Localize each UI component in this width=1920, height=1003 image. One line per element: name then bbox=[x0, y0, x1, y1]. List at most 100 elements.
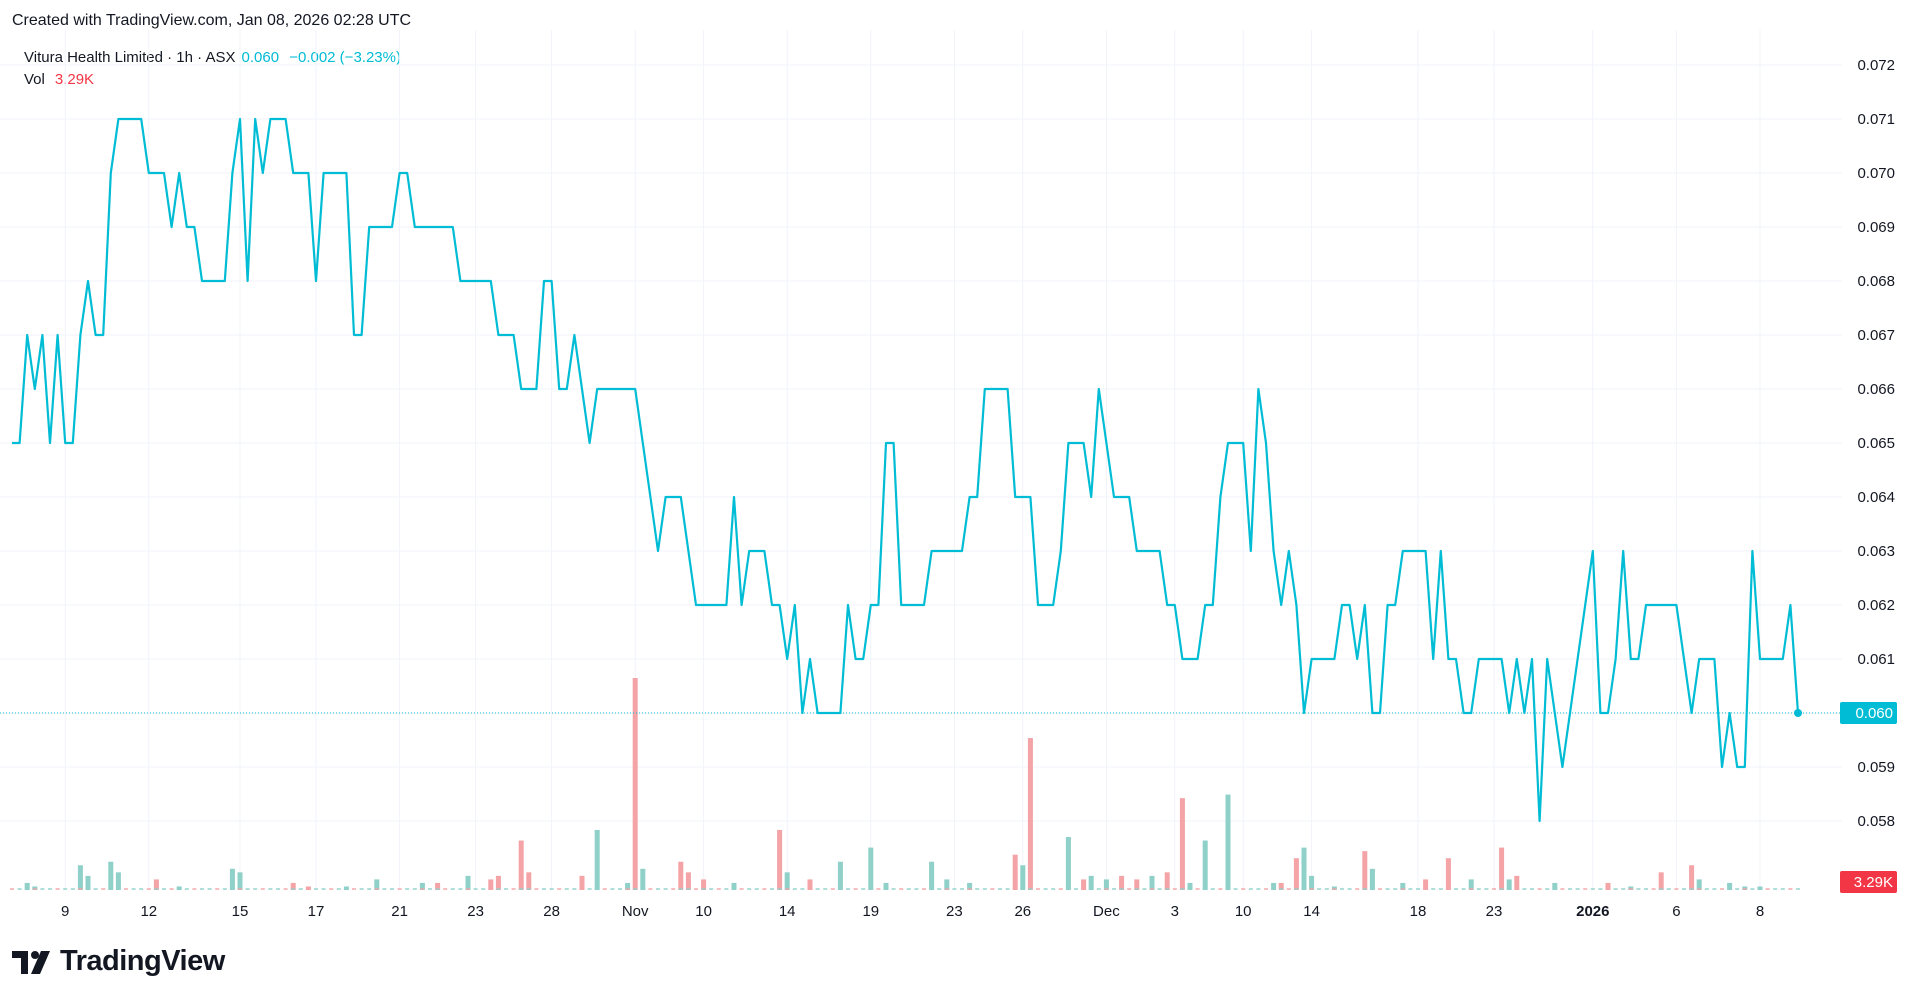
volume-bar-min bbox=[777, 888, 782, 890]
volume-bar-down bbox=[1445, 858, 1451, 890]
volume-bar-min bbox=[815, 888, 820, 890]
volume-bar-min bbox=[1332, 888, 1337, 890]
tradingview-brand[interactable]: TradingView bbox=[12, 945, 225, 978]
volume-bar-min bbox=[595, 888, 600, 890]
volume-bar-min bbox=[154, 888, 159, 890]
volume-bar-min bbox=[1750, 888, 1755, 890]
volume-bar-min bbox=[633, 888, 638, 890]
volume-value: 3.29K bbox=[54, 71, 95, 88]
volume-bar-min bbox=[640, 888, 645, 890]
volume-bar-min bbox=[1796, 888, 1800, 890]
volume-bar-up bbox=[1552, 882, 1558, 890]
volume-bar-min bbox=[891, 888, 896, 890]
volume-bar-min bbox=[906, 888, 911, 890]
volume-bar-down bbox=[495, 875, 501, 890]
volume-bar-min bbox=[724, 888, 729, 890]
volume-bar-min bbox=[830, 888, 835, 890]
volume-bar-up bbox=[229, 868, 235, 890]
volume-bar-up bbox=[374, 879, 380, 890]
volume-bar-up bbox=[419, 882, 425, 890]
volume-bar-up bbox=[1202, 840, 1208, 890]
volume-bar-min bbox=[1020, 888, 1025, 890]
price-chart[interactable]: 0.072 0.071 0.070 0.069 0.068 0.067 0.066 0.065… bbox=[0, 0, 1920, 940]
volume-bar-min bbox=[1324, 888, 1329, 890]
volume-bar-down bbox=[1499, 847, 1505, 890]
volume-bar-min bbox=[1210, 888, 1215, 890]
volume-bar-up bbox=[1065, 837, 1071, 890]
volume-bar-min bbox=[1294, 888, 1299, 890]
volume-bar-min bbox=[397, 888, 402, 890]
volume-bar-min bbox=[1203, 888, 1208, 890]
x-axis-tick-label: 14 bbox=[1303, 903, 1320, 920]
volume-bar-min bbox=[344, 888, 349, 890]
volume-bar-down bbox=[1164, 872, 1170, 890]
volume-bar-min bbox=[1119, 888, 1124, 890]
created-with-header: Created with TradingView.com, Jan 08, 20… bbox=[12, 12, 412, 29]
volume-bar-min bbox=[101, 888, 106, 890]
volume-bar-min bbox=[1089, 888, 1094, 890]
volume-bar-min bbox=[1226, 888, 1230, 890]
volume-bar-min bbox=[200, 888, 204, 890]
volume-bar-min bbox=[1742, 888, 1747, 890]
last-volume-badge bbox=[1840, 871, 1897, 893]
volume-bar-min bbox=[298, 888, 303, 890]
volume-bar-up bbox=[1400, 882, 1406, 890]
volume-bar-min bbox=[663, 888, 668, 890]
volume-bar-min bbox=[10, 888, 14, 890]
volume-bar-down bbox=[435, 882, 441, 890]
volume-bar-up bbox=[85, 875, 91, 890]
volume-bar-up bbox=[1301, 847, 1307, 890]
volume-bar-min bbox=[1013, 888, 1018, 890]
volume-bar-min bbox=[1499, 888, 1504, 890]
volume-bar-min bbox=[1735, 888, 1740, 890]
volume-bar-min bbox=[1096, 888, 1101, 890]
volume-bar-min bbox=[519, 888, 524, 890]
volume-bar-min bbox=[876, 888, 881, 890]
volume-bar-min bbox=[1127, 888, 1132, 890]
volume-bar-min bbox=[1727, 888, 1732, 890]
x-axis-tick-label: Nov bbox=[622, 903, 649, 920]
volume-bar-min bbox=[572, 888, 577, 890]
volume-bar-down bbox=[1081, 879, 1087, 890]
volume-bar-min bbox=[747, 888, 752, 890]
y-axis-tick-label: 0.061 bbox=[1857, 651, 1895, 668]
volume-bar-min bbox=[754, 888, 759, 890]
x-axis-tick-label: 23 bbox=[946, 903, 963, 920]
volume-bar-min bbox=[458, 888, 463, 890]
volume-bar-min bbox=[1309, 888, 1314, 890]
y-axis-tick-label: 0.058 bbox=[1857, 813, 1895, 830]
volume-bar-min bbox=[853, 888, 858, 890]
volume-bar-min bbox=[367, 888, 372, 890]
volume-bar-min bbox=[1385, 888, 1390, 890]
volume-bar-min bbox=[922, 888, 926, 890]
volume-bar-min bbox=[25, 888, 30, 890]
volume-bar-min bbox=[420, 888, 425, 890]
volume-bar-min bbox=[1522, 888, 1527, 890]
volume-bar-min bbox=[1074, 888, 1078, 890]
volume-bar-up bbox=[465, 875, 471, 890]
volume-bar-min bbox=[1765, 888, 1770, 890]
x-axis-tick-label: 17 bbox=[308, 903, 325, 920]
volume-bar-min bbox=[1476, 888, 1481, 890]
volume-bar-min bbox=[1362, 888, 1367, 890]
legend-price: 0.060 bbox=[241, 49, 280, 66]
volume-bar-min bbox=[306, 888, 311, 890]
volume-bar-min bbox=[732, 888, 736, 890]
x-axis-tick-label: 10 bbox=[1235, 903, 1252, 920]
volume-bar-up bbox=[837, 861, 843, 890]
volume-bar-min bbox=[215, 888, 220, 890]
volume-bar-down bbox=[1658, 872, 1664, 890]
volume-bar-up bbox=[1271, 882, 1277, 890]
chart-legend: Vitura Health Limited · 1h · ASX 0.060 −0… bbox=[24, 47, 401, 91]
volume-bar-up bbox=[1727, 882, 1733, 890]
volume-bar-min bbox=[1264, 888, 1268, 890]
volume-bar-down bbox=[579, 875, 585, 890]
volume-bar-down bbox=[1179, 798, 1185, 890]
volume-bar-min bbox=[1142, 888, 1147, 890]
volume-bar-min bbox=[108, 888, 113, 890]
volume-bar-min bbox=[846, 888, 850, 890]
y-axis-tick-label: 0.059 bbox=[1857, 759, 1895, 776]
volume-bar-min bbox=[1218, 888, 1223, 890]
volume-bar-min bbox=[428, 888, 432, 890]
volume-bar-min bbox=[116, 888, 121, 890]
